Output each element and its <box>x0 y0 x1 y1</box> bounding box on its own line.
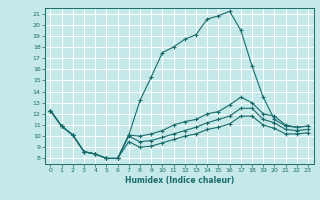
X-axis label: Humidex (Indice chaleur): Humidex (Indice chaleur) <box>124 176 234 185</box>
